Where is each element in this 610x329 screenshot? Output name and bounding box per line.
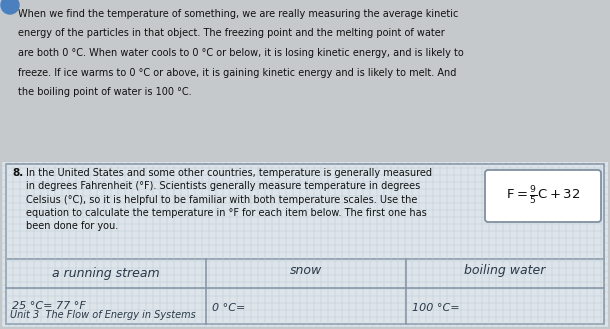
Text: Unit 3  The Flow of Energy in Systems: Unit 3 The Flow of Energy in Systems [10, 310, 196, 320]
Bar [6, 259, 604, 324]
Text: $\mathdefault{F=\frac{9}{5}C+32}$: $\mathdefault{F=\frac{9}{5}C+32}$ [506, 185, 580, 207]
Text: 100 °C=: 100 °C= [412, 303, 459, 313]
Text: are both 0 °C. When water cools to 0 °C or below, it is losing kinetic energy, a: are both 0 °C. When water cools to 0 °C … [18, 48, 464, 58]
Bar [2, 162, 608, 327]
Text: 25 °C= 77 °F: 25 °C= 77 °F [12, 301, 86, 311]
Text: When we find the temperature of something, we are really measuring the average k: When we find the temperature of somethin… [18, 9, 458, 19]
Text: boiling water: boiling water [464, 264, 546, 277]
Bar [0, 0, 610, 161]
Text: the boiling point of water is 100 °C.: the boiling point of water is 100 °C. [18, 87, 192, 97]
Bar [6, 164, 604, 259]
Text: 0 °C=: 0 °C= [212, 303, 245, 313]
Circle shape [1, 0, 19, 14]
FancyBboxPatch shape [485, 170, 601, 222]
Text: energy of the particles in that object. The freezing point and the melting point: energy of the particles in that object. … [18, 29, 445, 38]
Text: a running stream: a running stream [52, 267, 160, 280]
Text: snow: snow [290, 264, 322, 277]
Text: freeze. If ice warms to 0 °C or above, it is gaining kinetic energy and is likel: freeze. If ice warms to 0 °C or above, i… [18, 67, 456, 78]
Text: In the United States and some other countries, temperature is generally measured: In the United States and some other coun… [26, 168, 432, 231]
Text: 8.: 8. [12, 168, 23, 178]
